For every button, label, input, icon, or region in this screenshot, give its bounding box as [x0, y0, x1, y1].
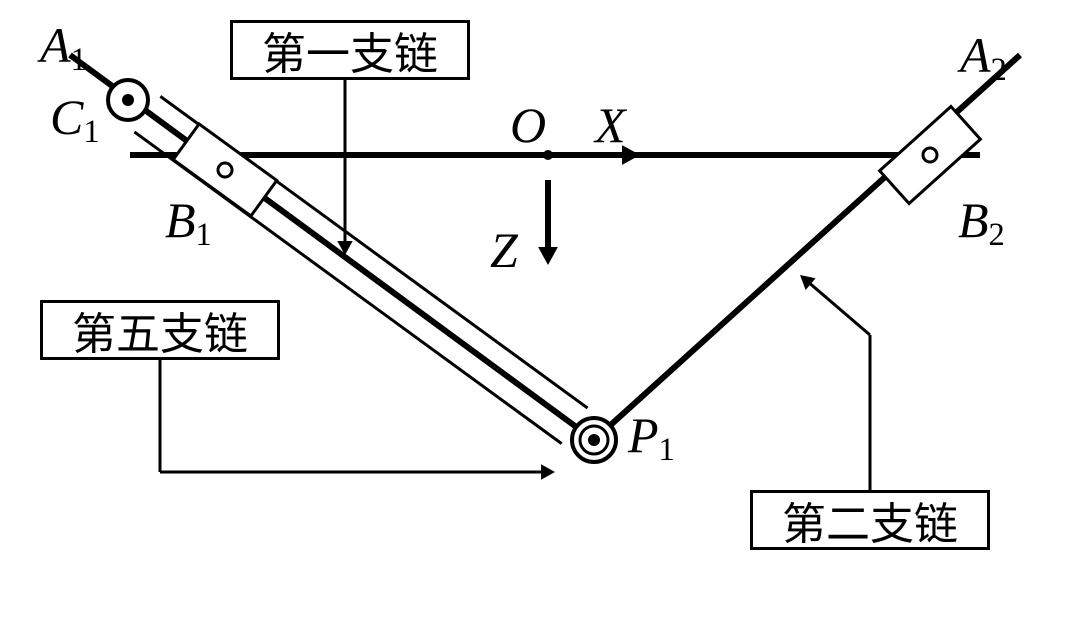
- callout-chain2-text: 第二支链: [782, 488, 958, 552]
- callout-chain5-text: 第五支链: [72, 298, 248, 362]
- callout-chain1-text: 第一支链: [262, 18, 438, 82]
- label-P1: P1: [628, 410, 675, 460]
- label-A1: A1: [40, 20, 87, 70]
- label-B2: B2: [958, 195, 1005, 245]
- callout-chain1-box: 第一支链: [230, 20, 470, 80]
- callout-chain2-box: 第二支链: [750, 490, 990, 550]
- label-A2: A2: [960, 30, 1007, 80]
- label-C1: C1: [50, 92, 100, 142]
- label-B1: B1: [165, 195, 212, 245]
- label-Z: Z: [490, 225, 518, 275]
- label-X: X: [595, 100, 626, 150]
- label-O: O: [510, 100, 546, 150]
- callout-chain5-box: 第五支链: [40, 300, 280, 360]
